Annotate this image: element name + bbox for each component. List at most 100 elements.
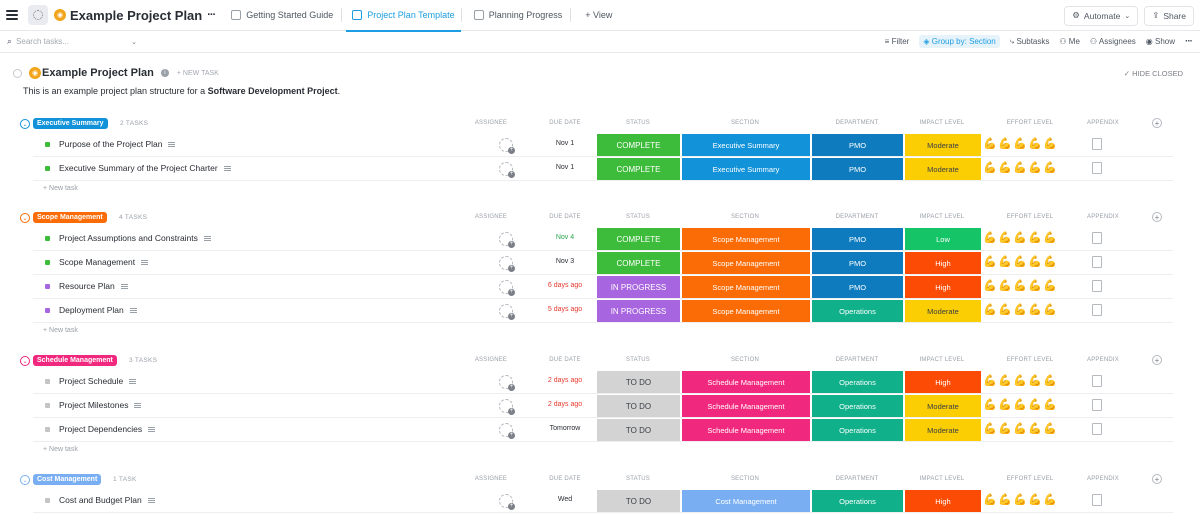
status-cell[interactable]: COMPLETE (597, 252, 680, 274)
file-icon[interactable] (1092, 423, 1102, 435)
group-label[interactable]: Scope Management (33, 212, 107, 223)
section-cell[interactable]: Schedule Management (682, 419, 810, 441)
add-column-button[interactable]: + (1152, 474, 1162, 484)
flexed-biceps-icon[interactable]: 💪 (998, 423, 1012, 435)
due-date[interactable]: 5 days ago (547, 306, 583, 313)
project-title[interactable]: Example Project Plan (70, 7, 203, 23)
chevron-down-icon[interactable]: ⌄ (131, 38, 137, 46)
flexed-biceps-icon[interactable]: 💪 (998, 280, 1012, 292)
flexed-biceps-icon[interactable]: 💪 (998, 256, 1012, 268)
group-label[interactable]: Schedule Management (33, 355, 117, 366)
status-square-icon[interactable] (45, 427, 50, 432)
flexed-biceps-icon[interactable]: 💪 (1043, 494, 1057, 506)
flexed-biceps-icon[interactable]: 💪 (998, 399, 1012, 411)
status-square-icon[interactable] (45, 403, 50, 408)
group-label[interactable]: Executive Summary (33, 118, 108, 129)
impact-level-cell[interactable]: Moderate (905, 395, 981, 417)
effort-rating[interactable]: 💪 💪 💪 💪 💪 (983, 493, 1057, 507)
new-task-button[interactable]: + New task (43, 446, 78, 453)
flexed-biceps-icon[interactable]: 💪 (1028, 256, 1042, 268)
effort-rating[interactable]: 💪 💪 💪 💪 💪 (983, 279, 1057, 293)
section-cell[interactable]: Executive Summary (682, 158, 810, 180)
filter-button[interactable]: ≡ Filter (885, 37, 910, 46)
group-label[interactable]: Cost Management (33, 474, 102, 485)
assignees-button[interactable]: ⚇ Assignees (1090, 37, 1136, 46)
due-date[interactable]: Nov 3 (555, 258, 575, 265)
flexed-biceps-icon[interactable]: 💪 (1028, 399, 1042, 411)
file-icon[interactable] (1092, 280, 1102, 292)
flexed-biceps-icon[interactable]: 💪 (1028, 494, 1042, 506)
col-impact-level[interactable]: IMPACT LEVEL (919, 214, 965, 220)
col-status[interactable]: STATUS (626, 476, 650, 482)
task-name[interactable]: Project Schedule (59, 376, 124, 386)
flexed-biceps-icon[interactable]: 💪 (983, 423, 997, 435)
flexed-biceps-icon[interactable]: 💪 (998, 232, 1012, 244)
task-row[interactable]: Project Milestones 2 days ago TO DOSchedul… (33, 394, 1173, 418)
impact-level-cell[interactable]: Moderate (905, 158, 981, 180)
file-icon[interactable] (1092, 138, 1102, 150)
flexed-biceps-icon[interactable]: 💪 (1013, 256, 1027, 268)
new-task-button[interactable]: + NEW TASK (176, 69, 219, 77)
col-section[interactable]: SECTION (730, 120, 760, 126)
task-name-wrap[interactable]: Project Schedule (59, 376, 137, 386)
task-name[interactable]: Purpose of the Project Plan (59, 139, 163, 149)
list-title[interactable]: Example Project Plan (42, 67, 154, 79)
collapse-group-icon[interactable]: ⌄ (20, 475, 30, 485)
status-square-icon[interactable] (45, 284, 50, 289)
section-cell[interactable]: Scope Management (682, 276, 810, 298)
col-section[interactable]: SECTION (730, 476, 760, 482)
project-more-button[interactable]: ··· (207, 9, 216, 21)
flexed-biceps-icon[interactable]: 💪 (1013, 138, 1027, 150)
new-task-button[interactable]: + New task (43, 327, 78, 334)
col-due-date[interactable]: DUE DATE (549, 476, 581, 482)
col-section[interactable]: SECTION (730, 214, 760, 220)
section-cell[interactable]: Scope Management (682, 300, 810, 322)
file-icon[interactable] (1092, 399, 1102, 411)
add-assignee-icon[interactable] (499, 494, 515, 510)
new-task-button[interactable]: + New task (43, 185, 78, 192)
col-assignee[interactable]: ASSIGNEE (474, 120, 508, 126)
flexed-biceps-icon[interactable]: 💪 (1028, 138, 1042, 150)
info-icon[interactable]: i (160, 69, 169, 77)
flexed-biceps-icon[interactable]: 💪 (998, 138, 1012, 150)
task-name[interactable]: Project Dependencies (59, 424, 143, 434)
effort-rating[interactable]: 💪 💪 💪 💪 💪 (983, 422, 1057, 436)
flexed-biceps-icon[interactable]: 💪 (1043, 399, 1057, 411)
status-cell[interactable]: TO DO (597, 371, 680, 393)
col-department[interactable]: DEPARTMENT (835, 214, 879, 220)
task-name[interactable]: Deployment Plan (59, 305, 124, 315)
flexed-biceps-icon[interactable]: 💪 (1028, 280, 1042, 292)
due-date[interactable]: 2 days ago (547, 401, 583, 408)
col-due-date[interactable]: DUE DATE (549, 357, 581, 363)
col-appendix[interactable]: APPENDIX (1087, 357, 1119, 363)
task-row[interactable]: Project Dependencies Tomorrow TO DOSchedul… (33, 418, 1173, 442)
flexed-biceps-icon[interactable]: 💪 (1028, 162, 1042, 174)
add-assignee-icon[interactable] (499, 280, 515, 296)
flexed-biceps-icon[interactable]: 💪 (1028, 423, 1042, 435)
section-cell[interactable]: Scope Management (682, 228, 810, 250)
impact-level-cell[interactable]: High (905, 490, 981, 512)
flexed-biceps-icon[interactable]: 💪 (1013, 399, 1027, 411)
department-cell[interactable]: Operations (812, 395, 903, 417)
effort-rating[interactable]: 💪 💪 💪 💪 💪 (983, 231, 1057, 245)
tab-getting-started[interactable]: Getting Started Guide (223, 0, 341, 31)
flexed-biceps-icon[interactable]: 💪 (1043, 375, 1057, 387)
col-department[interactable]: DEPARTMENT (835, 357, 879, 363)
status-cell[interactable]: COMPLETE (597, 134, 680, 156)
flexed-biceps-icon[interactable]: 💪 (1043, 138, 1057, 150)
task-name-wrap[interactable]: Project Dependencies (59, 424, 156, 434)
section-cell[interactable]: Schedule Management (682, 395, 810, 417)
task-name-wrap[interactable]: Purpose of the Project Plan (59, 139, 176, 149)
impact-level-cell[interactable]: Low (905, 228, 981, 250)
add-assignee-icon[interactable] (499, 399, 515, 415)
department-cell[interactable]: Operations (812, 371, 903, 393)
status-cell[interactable]: TO DO (597, 490, 680, 512)
impact-level-cell[interactable]: Moderate (905, 134, 981, 156)
effort-rating[interactable]: 💪 💪 💪 💪 💪 (983, 303, 1057, 317)
effort-rating[interactable]: 💪 💪 💪 💪 💪 (983, 398, 1057, 412)
file-icon[interactable] (1092, 304, 1102, 316)
task-name-wrap[interactable]: Resource Plan (59, 281, 128, 291)
col-status[interactable]: STATUS (626, 357, 650, 363)
due-date[interactable]: Tomorrow (549, 425, 581, 432)
task-name-wrap[interactable]: Project Assumptions and Constraints (59, 233, 211, 243)
